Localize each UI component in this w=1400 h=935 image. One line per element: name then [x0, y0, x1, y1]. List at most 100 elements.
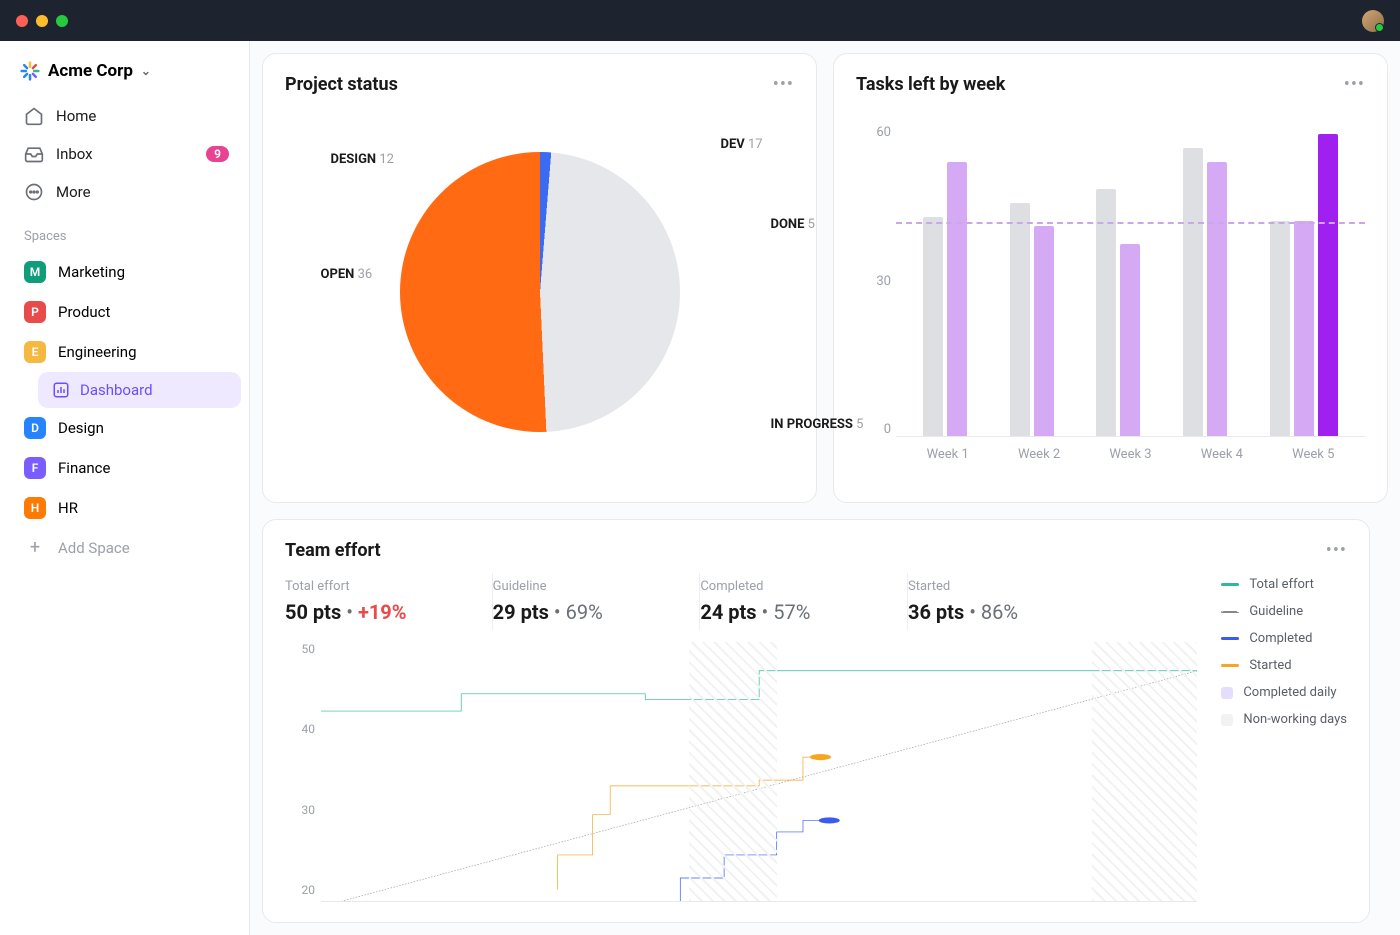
- tasks-by-week-title: Tasks left by week: [856, 74, 1005, 95]
- metric-total-effort: Total effort50 pts • +19%: [285, 573, 493, 630]
- metric-label: Total effort: [285, 579, 492, 594]
- metric-started: Started 36 pts • 86%: [908, 573, 1197, 630]
- space-item-engineering[interactable]: E Engineering: [12, 332, 241, 372]
- bar: [1034, 226, 1054, 436]
- bar: [1294, 221, 1314, 436]
- space-item-product[interactable]: P Product: [12, 292, 241, 332]
- bar-y-tick: 60: [876, 117, 891, 140]
- project-status-pie: DEV 17DONE 5IN PROGRESS 5OPEN 36DESIGN 1…: [285, 107, 794, 477]
- workspace-logo-icon: [20, 61, 40, 81]
- bar-x-label: Week 5: [1292, 447, 1334, 462]
- space-item-hr[interactable]: HHR: [12, 488, 241, 528]
- legend-item: Completed daily: [1221, 685, 1347, 700]
- legend-item: Guideline: [1221, 604, 1347, 619]
- workspace-selector[interactable]: Acme Corp ⌄: [12, 53, 241, 97]
- space-name: Engineering: [58, 343, 137, 361]
- metric-completed: Completed24 pts • 57%: [700, 573, 908, 630]
- user-avatar[interactable]: [1362, 10, 1384, 32]
- legend-item: Total effort: [1221, 577, 1347, 592]
- non-working-region: [1092, 642, 1197, 901]
- bar: [1270, 221, 1290, 436]
- nav-inbox-label: Inbox: [56, 145, 93, 163]
- nav-home-label: Home: [56, 107, 96, 125]
- project-status-more-menu[interactable]: •••: [773, 74, 794, 95]
- metric-guideline: Guideline 29 pts • 69%: [493, 573, 701, 630]
- pie-label-open: OPEN 36: [321, 267, 373, 282]
- team-effort-more-menu[interactable]: •••: [1326, 540, 1347, 561]
- space-item-marketing[interactable]: MMarketing: [12, 252, 241, 292]
- bar-x-label: Week 1: [927, 447, 969, 462]
- space-name: Design: [58, 419, 104, 437]
- add-space-label: Add Space: [58, 539, 130, 557]
- tasks-by-week-more-menu[interactable]: •••: [1344, 74, 1365, 95]
- team-effort-chart: 50403020: [285, 642, 1197, 902]
- pie-label-in-progress: IN PROGRESS 5: [771, 417, 864, 432]
- pie-label-done: DONE 5: [771, 217, 815, 232]
- space-name: Product: [58, 303, 110, 321]
- pie-label-dev: DEV 17: [721, 137, 763, 152]
- legend-label: Guideline: [1249, 604, 1303, 619]
- legend-label: Started: [1249, 658, 1291, 673]
- bar: [923, 217, 943, 436]
- spaces-section-label: Spaces: [12, 211, 241, 252]
- more-icon: [24, 182, 44, 202]
- nav-more[interactable]: More: [12, 173, 241, 211]
- metric-value: 36 pts • 86%: [908, 600, 1197, 624]
- legend-label: Total effort: [1249, 577, 1314, 592]
- legend-swatch: [1221, 583, 1239, 586]
- space-item-design[interactable]: D Design: [12, 408, 241, 448]
- plus-icon: +: [24, 537, 46, 558]
- chevron-down-icon: ⌄: [141, 64, 151, 78]
- pie-label-design: DESIGN 12: [331, 152, 394, 167]
- titlebar: [0, 0, 1400, 41]
- minimize-traffic-light[interactable]: [36, 15, 48, 27]
- bar-x-label: Week 4: [1201, 447, 1243, 462]
- bar: [1010, 203, 1030, 436]
- maximize-traffic-light[interactable]: [56, 15, 68, 27]
- nav-home[interactable]: Home: [12, 97, 241, 135]
- metric-label: Started: [908, 579, 1197, 594]
- bar-group: [1183, 148, 1227, 436]
- space-name: HR: [58, 499, 78, 517]
- legend-item: Non-working days: [1221, 712, 1347, 727]
- bar-group: [923, 162, 967, 436]
- bar-group: [1270, 134, 1338, 436]
- bar-group: [1010, 203, 1054, 436]
- nav-more-label: More: [56, 183, 91, 201]
- space-badge: D: [24, 417, 46, 439]
- dashboard-link[interactable]: Dashboard: [38, 372, 241, 408]
- bar-y-tick: 30: [876, 274, 891, 289]
- space-item-finance[interactable]: F Finance: [12, 448, 241, 488]
- tasks-by-week-chart: 60300 Week 1Week 2Week 3Week 4Week 5: [856, 107, 1365, 477]
- legend-swatch: [1221, 687, 1233, 699]
- close-traffic-light[interactable]: [16, 15, 28, 27]
- space-badge: P: [24, 301, 46, 323]
- project-status-card: Project status ••• DEV 17DONE 5IN PROGRE…: [262, 53, 817, 503]
- nav-inbox[interactable]: Inbox 9: [12, 135, 241, 173]
- bar-x-label: Week 3: [1109, 447, 1151, 462]
- line-y-tick: 30: [302, 803, 316, 817]
- bar: [1207, 162, 1227, 436]
- space-badge: F: [24, 457, 46, 479]
- metric-value: 29 pts • 69%: [493, 600, 700, 624]
- space-badge: M: [24, 261, 46, 283]
- legend-label: Completed daily: [1243, 685, 1336, 700]
- bar: [1120, 244, 1140, 436]
- space-badge: E: [24, 341, 46, 363]
- tasks-by-week-card: Tasks left by week ••• 60300 Week 1Week …: [833, 53, 1388, 503]
- dashboard-label: Dashboard: [80, 381, 153, 399]
- bar: [1096, 189, 1116, 436]
- metric-label: Completed: [700, 579, 907, 594]
- inbox-badge: 9: [206, 146, 229, 162]
- inbox-icon: [24, 144, 44, 164]
- metric-label: Guideline: [493, 579, 700, 594]
- bar-group: [1096, 189, 1140, 436]
- space-name: Finance: [58, 459, 110, 477]
- add-space-button[interactable]: + Add Space: [12, 528, 241, 567]
- legend-item: Completed: [1221, 631, 1347, 646]
- line-y-tick: 50: [302, 642, 316, 656]
- sidebar: Acme Corp ⌄ Home Inbox 9 More Spaces MMa…: [0, 41, 250, 935]
- team-effort-title: Team effort: [285, 540, 381, 561]
- non-working-region: [689, 642, 777, 901]
- bar: [1183, 148, 1203, 436]
